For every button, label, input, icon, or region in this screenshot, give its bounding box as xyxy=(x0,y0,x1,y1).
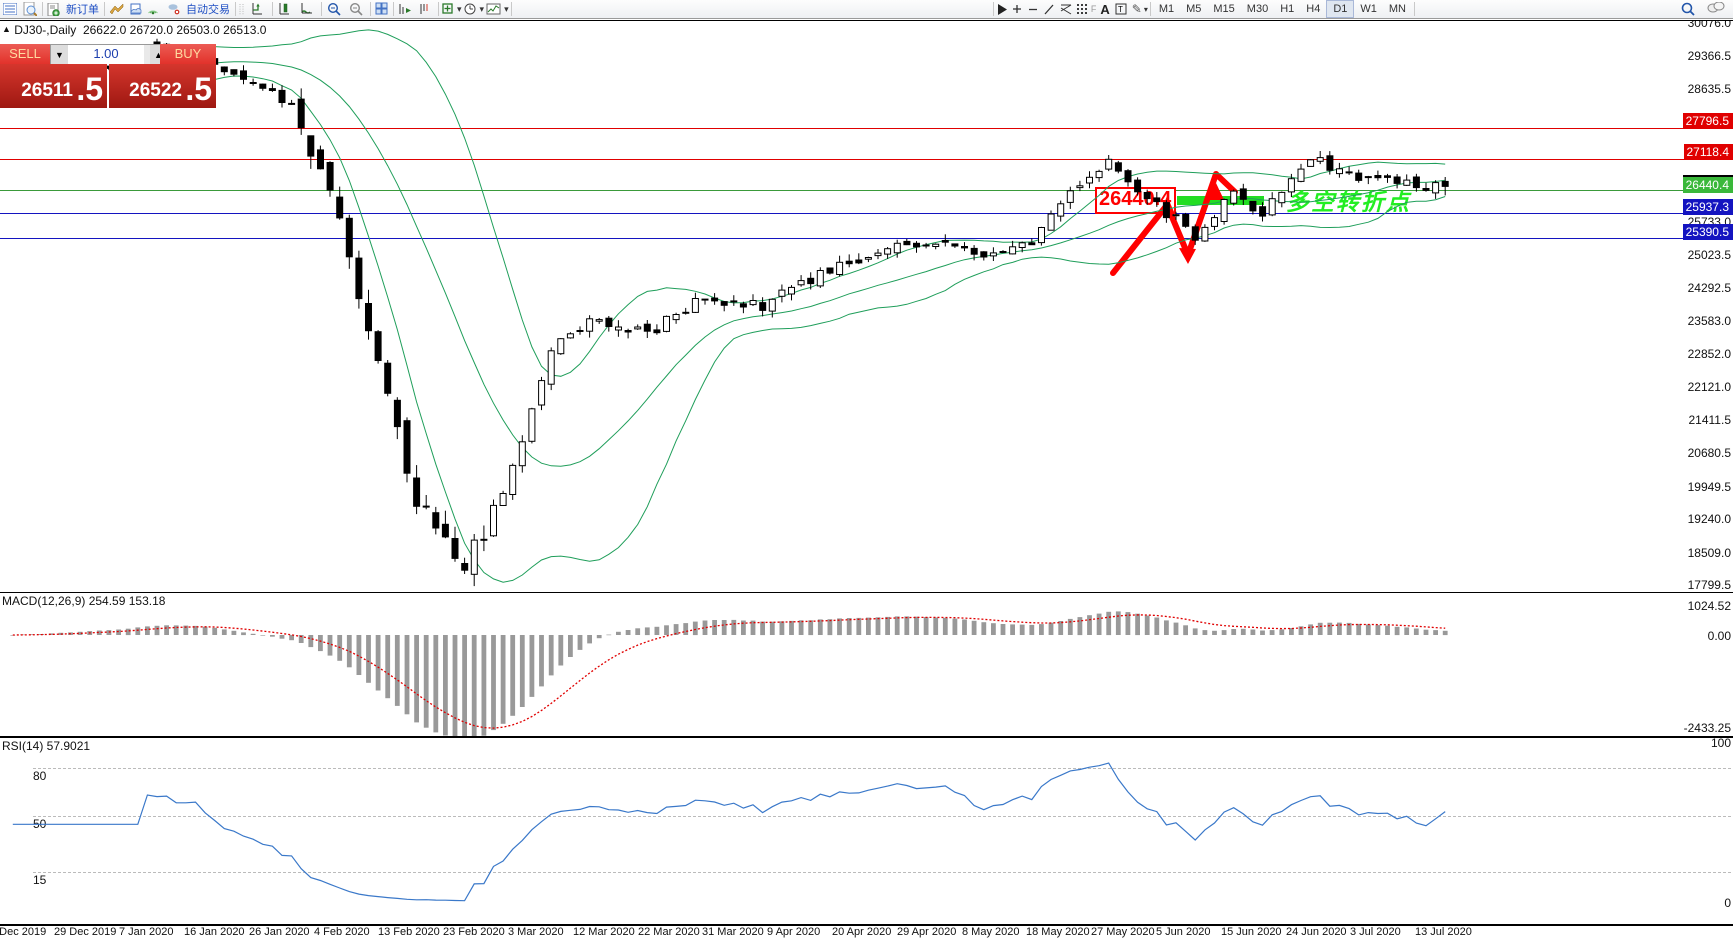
svg-text:T: T xyxy=(1118,5,1123,14)
